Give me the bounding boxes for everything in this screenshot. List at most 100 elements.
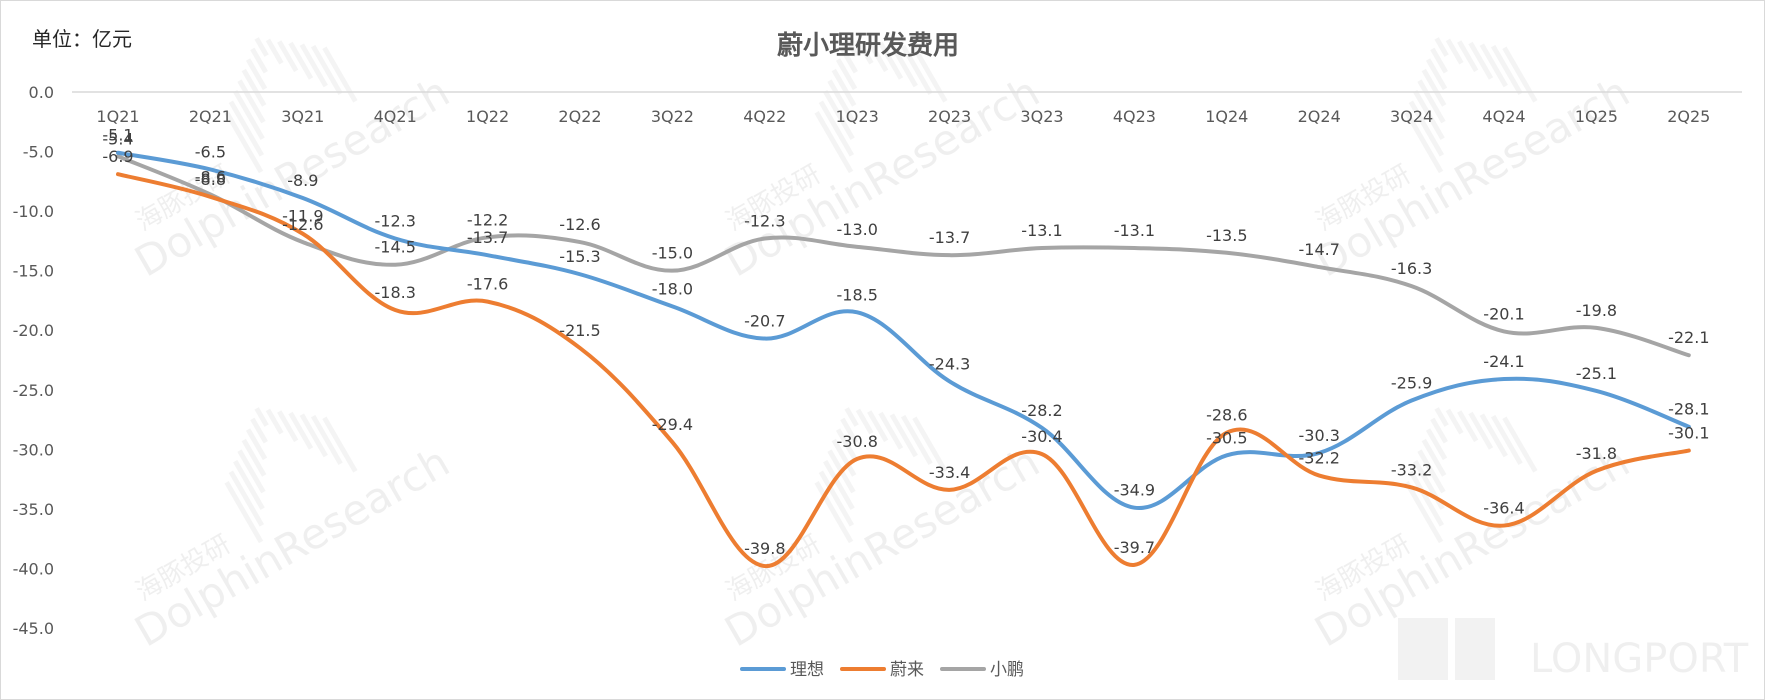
- data-label: -18.3: [374, 283, 415, 302]
- data-label: -17.6: [467, 275, 508, 294]
- series-line-蔚来: [116, 172, 1691, 569]
- watermark-bar: [889, 413, 918, 458]
- watermark-bar: [818, 100, 855, 157]
- watermark-bar: [822, 89, 855, 141]
- data-label: -28.6: [1206, 406, 1247, 425]
- watermark-bar: [814, 111, 854, 174]
- watermark-bar: [1468, 41, 1494, 80]
- data-label: -21.5: [559, 321, 600, 340]
- unit-label: 单位：亿元: [32, 27, 132, 51]
- data-label: -32.2: [1298, 449, 1339, 468]
- x-tick-label: 1Q24: [1205, 107, 1248, 126]
- data-label: -13.1: [1114, 221, 1155, 240]
- data-label: -11.9: [282, 207, 323, 226]
- watermark-bar: [1430, 417, 1448, 444]
- data-label: -34.9: [1114, 481, 1155, 500]
- data-labels: -5.1 -6.5 -8.9 -12.3 -13.7 -15.3 -18.0 -20.7 -18…: [102, 126, 1709, 558]
- series-lines: [116, 150, 1691, 569]
- watermark-bar: [900, 414, 933, 466]
- y-tick-label: -35.0: [13, 500, 54, 519]
- watermark-bar: [1417, 79, 1446, 124]
- y-tick-label: -10.0: [13, 202, 54, 221]
- watermark-bar: [241, 68, 267, 107]
- data-label: -39.7: [1114, 538, 1155, 557]
- watermark-layer: 海豚投研DolphinResearch海豚投研DolphinResearch海豚…: [127, 37, 1749, 682]
- watermark-bar: [1490, 414, 1523, 466]
- data-label: -30.5: [1206, 428, 1247, 447]
- watermark-bar: [1417, 449, 1446, 494]
- data-label: -12.6: [282, 215, 323, 234]
- watermark-bar: [1408, 470, 1445, 527]
- watermark-bar: [840, 47, 858, 74]
- x-tick-label: 4Q24: [1482, 107, 1525, 126]
- watermark-bar: [288, 41, 314, 80]
- watermark-bar: [265, 38, 284, 65]
- watermark-bar: [245, 428, 268, 461]
- data-label: -13.7: [929, 228, 970, 247]
- data-label: -13.1: [1021, 221, 1062, 240]
- legend-label: 理想: [790, 660, 824, 680]
- watermark-bar: [228, 100, 265, 157]
- watermark-bar: [1434, 37, 1449, 57]
- watermark-bar: [299, 43, 328, 88]
- watermark-en-text: DolphinResearch: [127, 437, 458, 656]
- watermark-bar: [250, 47, 268, 74]
- watermark-bar: [822, 459, 855, 511]
- watermark-bar: [878, 41, 904, 80]
- x-axis: 1Q21 2Q21 3Q21 4Q21 1Q22 2Q22 3Q22 4Q22 1Q23 2Q23…: [96, 107, 1710, 126]
- data-label: -20.1: [1483, 304, 1524, 323]
- watermark-bar: [1445, 408, 1464, 435]
- watermark-bar: [322, 416, 358, 473]
- watermark-bar: [1457, 410, 1479, 443]
- watermark-bar: [855, 408, 874, 435]
- data-label: -19.8: [1576, 301, 1617, 320]
- x-tick-label: 1Q22: [466, 107, 509, 126]
- data-label: -8.6: [195, 167, 226, 186]
- data-label: -13.0: [836, 220, 877, 239]
- data-label: -18.5: [836, 285, 877, 304]
- watermark-bar: [912, 46, 948, 103]
- watermark-bar: [265, 408, 284, 435]
- data-label: -14.5: [374, 238, 415, 257]
- data-label: -18.0: [652, 279, 693, 298]
- watermark-bar: [224, 111, 264, 174]
- watermark-bar: [277, 40, 299, 73]
- watermark-bar: [889, 43, 918, 88]
- legend-item: 理想: [740, 660, 824, 680]
- data-label: -30.4: [1021, 427, 1062, 446]
- watermark-bar: [277, 410, 299, 443]
- data-label: -5.4: [102, 129, 133, 148]
- watermark-bar: [1412, 89, 1445, 141]
- data-label: -13.5: [1206, 226, 1247, 245]
- x-tick-label: 1Q23: [836, 107, 879, 126]
- x-tick-label: 3Q22: [651, 107, 694, 126]
- data-label: -25.9: [1391, 373, 1432, 392]
- y-axis: 0.0 -5.0 -10.0 -15.0 -20.0 -25.0 -30.0 -35.0 -40…: [13, 83, 54, 638]
- watermark-bar: [1479, 43, 1508, 88]
- data-label: -12.6: [559, 215, 600, 234]
- data-label: -30.1: [1668, 424, 1709, 443]
- brand-logo-block: [1398, 618, 1448, 680]
- x-tick-label: 2Q24: [1298, 107, 1341, 126]
- x-tick-label: 4Q21: [374, 107, 417, 126]
- data-label: -29.4: [652, 415, 693, 434]
- x-tick-label: 1Q21: [96, 107, 139, 126]
- watermark-bar: [827, 79, 856, 124]
- watermark-bar: [1479, 413, 1508, 458]
- brand-text: LONGPORT: [1530, 636, 1749, 682]
- data-label: -39.8: [744, 539, 785, 558]
- x-tick-label: 3Q23: [1020, 107, 1063, 126]
- y-tick-label: -15.0: [13, 262, 54, 281]
- x-tick-label: 2Q25: [1667, 107, 1710, 126]
- watermark-bar: [912, 416, 948, 473]
- data-label: -8.9: [287, 171, 318, 190]
- legend: 理想 蔚来 小鹏: [740, 660, 1024, 680]
- data-label: -16.3: [1391, 259, 1432, 278]
- watermark-bar: [835, 58, 858, 91]
- watermark-bar: [818, 470, 855, 527]
- watermark-bar: [1425, 428, 1448, 461]
- data-label: -24.3: [929, 354, 970, 373]
- watermark-bar: [232, 459, 265, 511]
- watermark-bar: [310, 44, 343, 96]
